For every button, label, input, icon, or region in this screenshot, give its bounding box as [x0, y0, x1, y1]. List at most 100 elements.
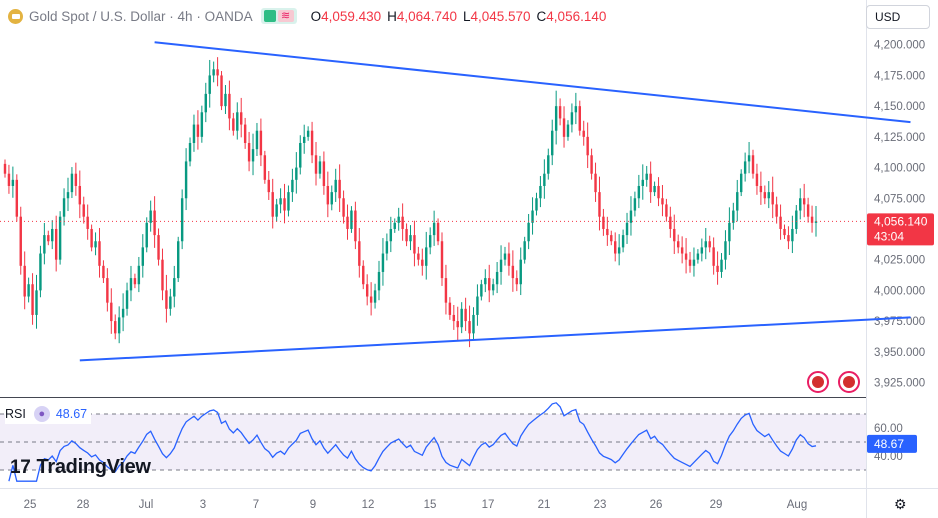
- candle-body: [129, 278, 133, 291]
- brand-name: TradingView: [36, 456, 151, 478]
- candle-body: [133, 278, 137, 285]
- y-tick-label: 4,100.000: [874, 163, 925, 175]
- candle-body: [90, 228, 93, 248]
- candle-body: [110, 302, 113, 322]
- y-tick-label: 4,175.000: [874, 70, 925, 82]
- candle-body: [192, 124, 196, 143]
- candle-body: [724, 241, 727, 260]
- candle-body: [743, 161, 747, 174]
- candle-body: [381, 253, 385, 272]
- candle-body: [507, 253, 511, 266]
- candle-body: [779, 216, 782, 229]
- high-value: 4,064.740: [396, 8, 457, 24]
- market-status-badge[interactable]: ≋: [260, 8, 297, 24]
- candle-body: [405, 228, 408, 242]
- candle-body: [291, 179, 294, 193]
- candle-body: [767, 192, 770, 199]
- candle-body: [503, 253, 507, 260]
- candle-body: [318, 161, 322, 174]
- candle-body: [267, 179, 270, 193]
- candle-body: [35, 290, 38, 315]
- candle-body: [310, 130, 314, 156]
- symbol-header: Gold Spot / U.S. Dollar · 4h · OANDA ≋ O…: [8, 6, 606, 26]
- candle-body: [523, 241, 526, 260]
- candle-body: [11, 179, 15, 186]
- chart-settings-icon[interactable]: ⚙: [894, 496, 907, 512]
- rsi-settings-icon[interactable]: ●: [33, 406, 50, 422]
- candle-body: [70, 173, 74, 193]
- candle-body: [440, 241, 444, 279]
- candle-body: [283, 198, 286, 211]
- bar-countdown-label: 43:04: [874, 229, 904, 243]
- bar-replay-icon: ≋: [277, 10, 294, 22]
- x-tick-label: 12: [362, 499, 375, 511]
- candle-body: [543, 173, 546, 186]
- y-tick-label: 4,000.000: [874, 285, 925, 297]
- open-value: 4,059.430: [321, 8, 382, 24]
- candle-body: [204, 93, 207, 113]
- candle-body: [708, 241, 711, 248]
- candle-body: [759, 185, 763, 193]
- rsi-value-badge: [867, 434, 917, 453]
- candle-body: [448, 302, 452, 315]
- candle-body: [558, 106, 562, 119]
- rsi-level-label: 60.00: [874, 423, 903, 435]
- candle-body: [220, 75, 223, 107]
- candle-body: [149, 210, 152, 223]
- resistance-trendline[interactable]: [154, 41, 911, 124]
- y-tick-label: 3,925.000: [874, 377, 925, 389]
- x-tick-label: 7: [253, 499, 259, 511]
- candle-body: [39, 253, 42, 291]
- candle-body: [243, 124, 247, 143]
- candle-body: [338, 179, 341, 199]
- x-tick-label: 28: [77, 499, 90, 511]
- candle-body: [137, 265, 141, 285]
- candle-body: [696, 253, 700, 260]
- close-label: C: [536, 8, 547, 24]
- candle-body: [106, 278, 109, 303]
- x-tick-label: 9: [310, 499, 316, 511]
- currency-button[interactable]: USD: [866, 5, 930, 29]
- candle-body: [184, 161, 188, 199]
- x-tick-label: 21: [538, 499, 551, 511]
- candle-body: [208, 75, 211, 94]
- tradingview-logo[interactable]: 17 TradingView: [10, 456, 151, 479]
- candle-body: [373, 290, 377, 303]
- candle-body: [554, 106, 558, 131]
- candle-body: [417, 253, 420, 260]
- support-trendline[interactable]: [79, 316, 911, 362]
- candle-body: [598, 192, 601, 217]
- candle-body: [271, 192, 274, 217]
- candle-body: [614, 241, 617, 254]
- rsi-legend[interactable]: RSI ● 48.67: [5, 404, 92, 424]
- candle-body: [369, 296, 373, 303]
- candle-body: [279, 198, 282, 205]
- x-tick-label: 23: [594, 499, 607, 511]
- candle-body: [511, 265, 515, 279]
- candle-body: [47, 235, 50, 242]
- candle-body: [247, 142, 251, 162]
- y-tick-label: 4,025.000: [874, 255, 925, 267]
- candle-body: [15, 179, 19, 217]
- candle-body: [409, 235, 412, 242]
- candle-body: [570, 112, 574, 125]
- candle-body: [141, 247, 145, 266]
- candle-body: [102, 265, 105, 279]
- candle-body: [255, 130, 259, 150]
- y-tick-label: 4,200.000: [874, 40, 925, 52]
- candle-body: [617, 247, 621, 254]
- symbol-title[interactable]: Gold Spot / U.S. Dollar · 4h · OANDA: [29, 8, 253, 24]
- candle-body: [94, 241, 97, 248]
- candle-body: [692, 259, 696, 266]
- candle-body: [460, 308, 463, 328]
- candle-body: [263, 155, 267, 180]
- candle-body: [747, 155, 751, 162]
- candle-body: [771, 192, 774, 205]
- candle-body: [527, 222, 530, 242]
- candle-body: [236, 112, 239, 131]
- candle-body: [224, 93, 227, 107]
- candle-body: [795, 210, 798, 229]
- candle-body: [62, 198, 66, 217]
- candle-body: [200, 112, 204, 137]
